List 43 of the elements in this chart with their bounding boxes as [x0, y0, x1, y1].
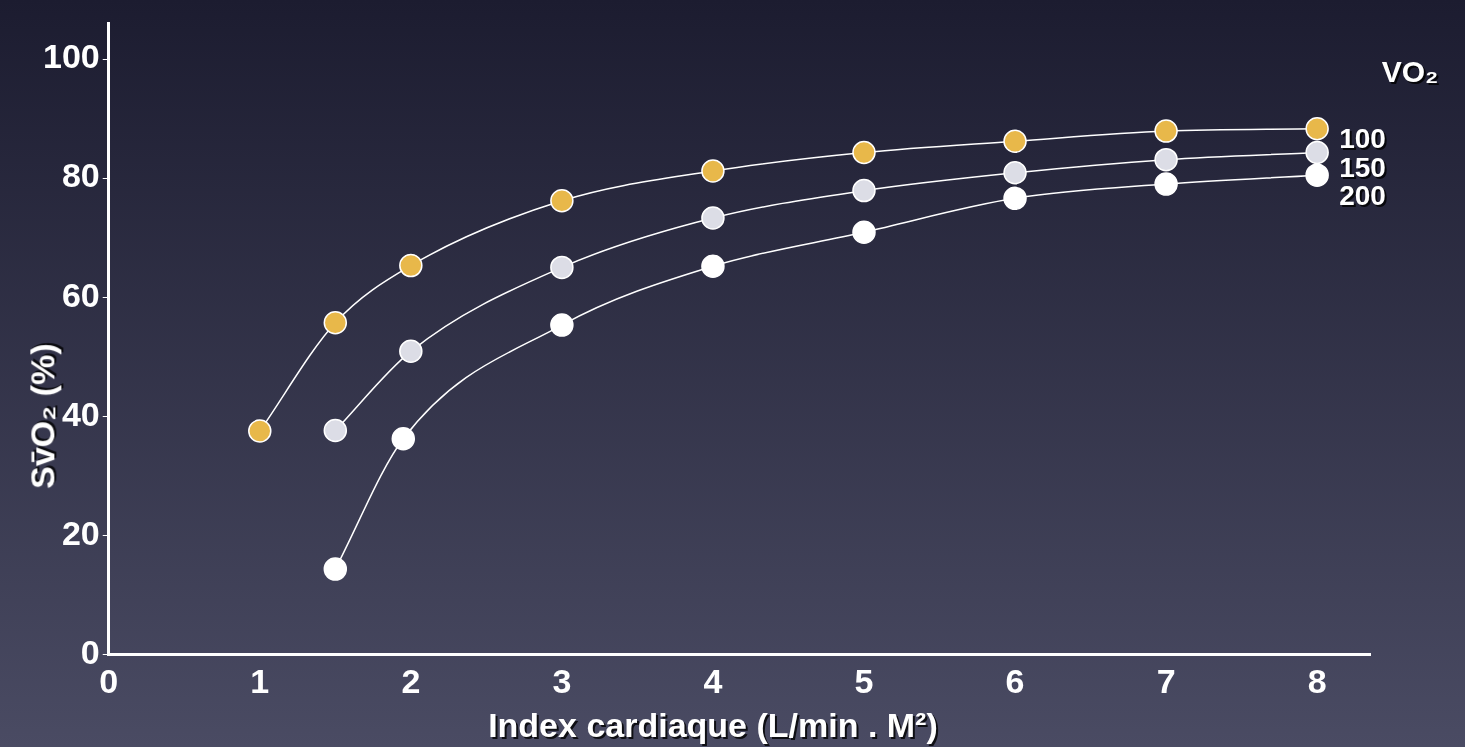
- point: [701, 159, 725, 183]
- x-tick-label: 5: [854, 661, 874, 700]
- point: [323, 557, 348, 581]
- y-tick-label: 60: [61, 275, 100, 314]
- x-tick-label: 7: [1156, 661, 1176, 700]
- point: [550, 255, 574, 280]
- x-tick-label: 6: [1005, 661, 1025, 700]
- y-tick-label: 40: [61, 394, 100, 433]
- point: [391, 427, 416, 451]
- point: [1305, 163, 1329, 187]
- point: [701, 206, 725, 230]
- point: [1305, 116, 1329, 141]
- x-tick-label: 1: [250, 661, 270, 700]
- point: [1003, 129, 1027, 153]
- point: [550, 313, 574, 337]
- point: [323, 310, 348, 335]
- x-tick-label: 8: [1307, 661, 1327, 700]
- y-tick-label: 80: [61, 156, 100, 195]
- point: [1154, 147, 1178, 172]
- x-tick-label: 3: [552, 661, 572, 700]
- series-label: 100: [1339, 123, 1386, 155]
- x-axis-title: Index cardiaque (L/min . M²): [488, 706, 938, 745]
- y-tick-label: 20: [61, 513, 100, 552]
- point: [399, 339, 423, 364]
- point: [1305, 140, 1329, 165]
- point: [1154, 172, 1178, 196]
- y-tick-label: 100: [42, 37, 100, 76]
- point: [852, 178, 876, 203]
- point: [1154, 119, 1178, 143]
- y-axis-title: Sv̄O₂ (%): [23, 343, 62, 489]
- legend-title: VO₂: [1381, 55, 1439, 89]
- point: [323, 418, 348, 443]
- x-tick-label: 2: [401, 661, 421, 700]
- point: [1003, 161, 1027, 185]
- point: [550, 188, 574, 213]
- point: [701, 254, 725, 278]
- point: [399, 253, 423, 278]
- y-tick-label: 0: [80, 632, 100, 671]
- point: [1003, 186, 1027, 211]
- point: [852, 140, 876, 165]
- point: [248, 419, 272, 443]
- x-tick-label: 4: [703, 661, 723, 700]
- point: [852, 220, 876, 245]
